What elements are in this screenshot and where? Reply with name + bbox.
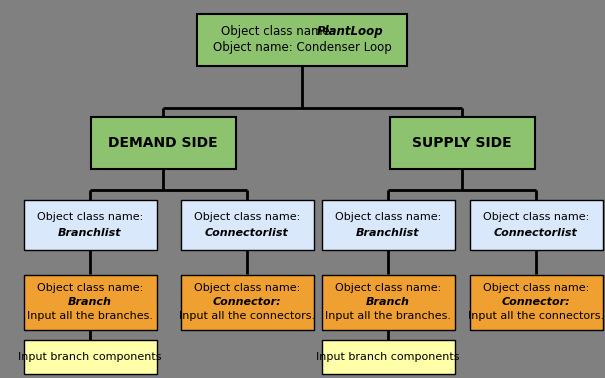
Text: Object class name:: Object class name: — [37, 283, 143, 293]
Bar — [180, 200, 313, 250]
Text: Input branch components: Input branch components — [316, 352, 460, 362]
Text: Connector:: Connector: — [213, 297, 281, 307]
Text: Branchlist: Branchlist — [356, 228, 420, 238]
Bar — [469, 274, 603, 330]
Text: Object class name:: Object class name: — [194, 212, 300, 222]
Text: SUPPLY SIDE: SUPPLY SIDE — [412, 136, 512, 150]
Text: Input all the connectors.: Input all the connectors. — [179, 311, 315, 321]
Bar — [91, 117, 235, 169]
Text: Input all the branches.: Input all the branches. — [325, 311, 451, 321]
Bar — [321, 274, 454, 330]
Bar — [469, 200, 603, 250]
Text: Object class name:: Object class name: — [194, 283, 300, 293]
Text: DEMAND SIDE: DEMAND SIDE — [108, 136, 218, 150]
Text: Input all the branches.: Input all the branches. — [27, 311, 153, 321]
Bar — [24, 340, 157, 374]
Text: Object class name:: Object class name: — [335, 212, 441, 222]
Text: Branchlist: Branchlist — [58, 228, 122, 238]
Bar — [390, 117, 534, 169]
Text: Branch: Branch — [366, 297, 410, 307]
Text: Branch: Branch — [68, 297, 112, 307]
Text: Connectorlist: Connectorlist — [494, 228, 578, 238]
Text: PlantLoop: PlantLoop — [317, 25, 384, 39]
Text: Connector:: Connector: — [502, 297, 571, 307]
Text: Connectorlist: Connectorlist — [205, 228, 289, 238]
Bar — [24, 274, 157, 330]
Text: Input all the connectors.: Input all the connectors. — [468, 311, 604, 321]
Text: Object class name:: Object class name: — [37, 212, 143, 222]
Bar — [197, 14, 407, 66]
Text: Object class name:: Object class name: — [483, 283, 589, 293]
Bar — [321, 340, 454, 374]
Text: Object class name:: Object class name: — [335, 283, 441, 293]
Text: Object class name:: Object class name: — [483, 212, 589, 222]
Text: Object name: Condenser Loop: Object name: Condenser Loop — [212, 42, 391, 54]
Text: Object class name:: Object class name: — [221, 25, 338, 39]
Bar — [24, 200, 157, 250]
Text: Input branch components: Input branch components — [18, 352, 162, 362]
Bar — [321, 200, 454, 250]
Bar — [180, 274, 313, 330]
